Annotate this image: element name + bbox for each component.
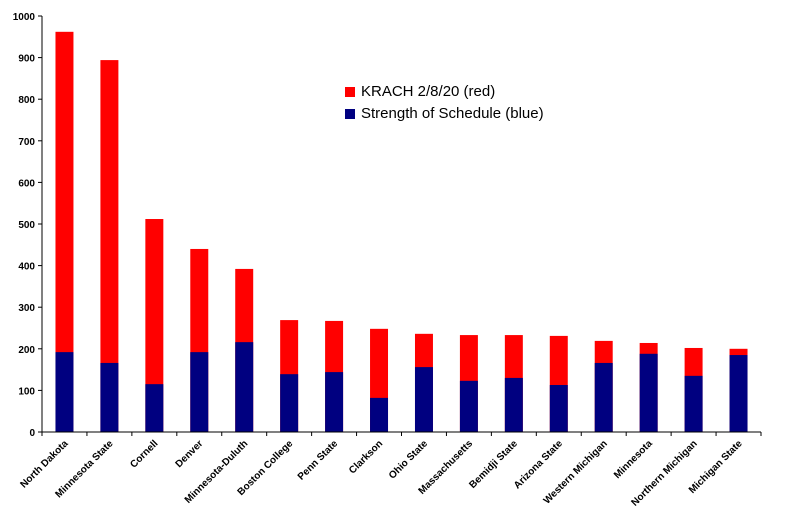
y-tick-label: 200 [18,345,35,356]
legend-label: Strength of Schedule (blue) [361,105,544,122]
y-tick-label: 100 [18,386,35,397]
bar [729,355,748,432]
x-tick-label: Ohio State [387,438,430,481]
y-tick-label: 0 [29,428,35,439]
y-tick-label: 900 [18,54,35,65]
bar [145,384,164,432]
bar [594,362,613,432]
bar [280,374,299,432]
x-tick-label: Cornell [128,438,160,470]
y-tick-label: 800 [18,95,35,106]
bar [145,219,164,432]
x-tick-label: Clarkson [347,438,385,476]
bar [639,353,658,432]
bar [549,384,568,432]
bar [504,377,523,432]
x-tick-label: Denver [174,438,206,470]
bar [684,375,703,432]
bar [325,372,344,432]
legend-swatch [345,109,355,119]
x-tick-label: Penn State [296,438,341,483]
y-tick-label: 700 [18,137,35,148]
legend-swatch [345,87,355,97]
y-tick-label: 400 [18,262,35,273]
bar [414,367,433,432]
y-tick-label: 500 [18,220,35,231]
bar [55,31,74,432]
y-tick-label: 300 [18,303,35,314]
bar [190,352,209,432]
legend-label: KRACH 2/8/20 (red) [361,83,495,100]
bar [100,60,119,432]
bar [55,352,74,432]
bar [459,380,478,432]
y-tick-label: 1000 [13,12,36,23]
bar [235,342,254,432]
y-tick-label: 600 [18,178,35,189]
bar [370,397,389,432]
bar [100,362,119,432]
x-tick-label: Minnesota [612,438,655,481]
